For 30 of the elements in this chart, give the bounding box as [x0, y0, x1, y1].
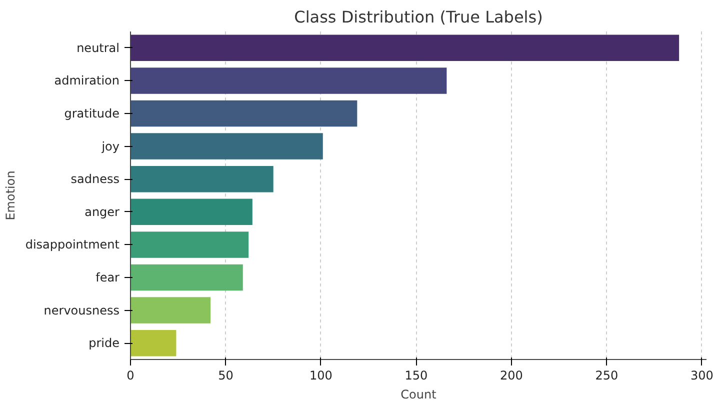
x-axis-title: Count [400, 388, 437, 402]
bar [130, 34, 680, 62]
y-tick-label: disappointment [25, 238, 120, 252]
x-tick-label: 150 [404, 368, 428, 382]
bar [130, 297, 210, 324]
x-tick-label: 50 [218, 368, 234, 382]
bar [130, 166, 274, 192]
bar [130, 264, 243, 291]
x-tick-label: 0 [126, 368, 134, 382]
bar [130, 100, 358, 127]
bar [130, 68, 447, 94]
y-tick-label: sadness [70, 172, 120, 186]
y-tick-label: nervousness [44, 303, 120, 318]
y-tick-label: admiration [54, 74, 120, 88]
y-tick-label: anger [84, 204, 120, 219]
x-tick-label: 100 [310, 368, 332, 382]
y-tick-label: gratitude [64, 106, 120, 120]
chart-title: Class Distribution (True Labels) [294, 8, 543, 26]
bar [130, 232, 249, 258]
x-tick-label: 200 [500, 368, 523, 382]
y-tick-label: fear [96, 270, 120, 284]
bar [130, 133, 323, 160]
y-tick-label: neutral [76, 40, 120, 55]
x-tick-label: 300 [690, 368, 714, 382]
bar [130, 330, 176, 356]
x-tick-label: 250 [595, 368, 618, 382]
bar [130, 198, 252, 226]
y-tick-label: pride [88, 336, 120, 350]
y-axis-title: Emotion [3, 170, 18, 220]
y-tick-label: joy [100, 139, 120, 154]
